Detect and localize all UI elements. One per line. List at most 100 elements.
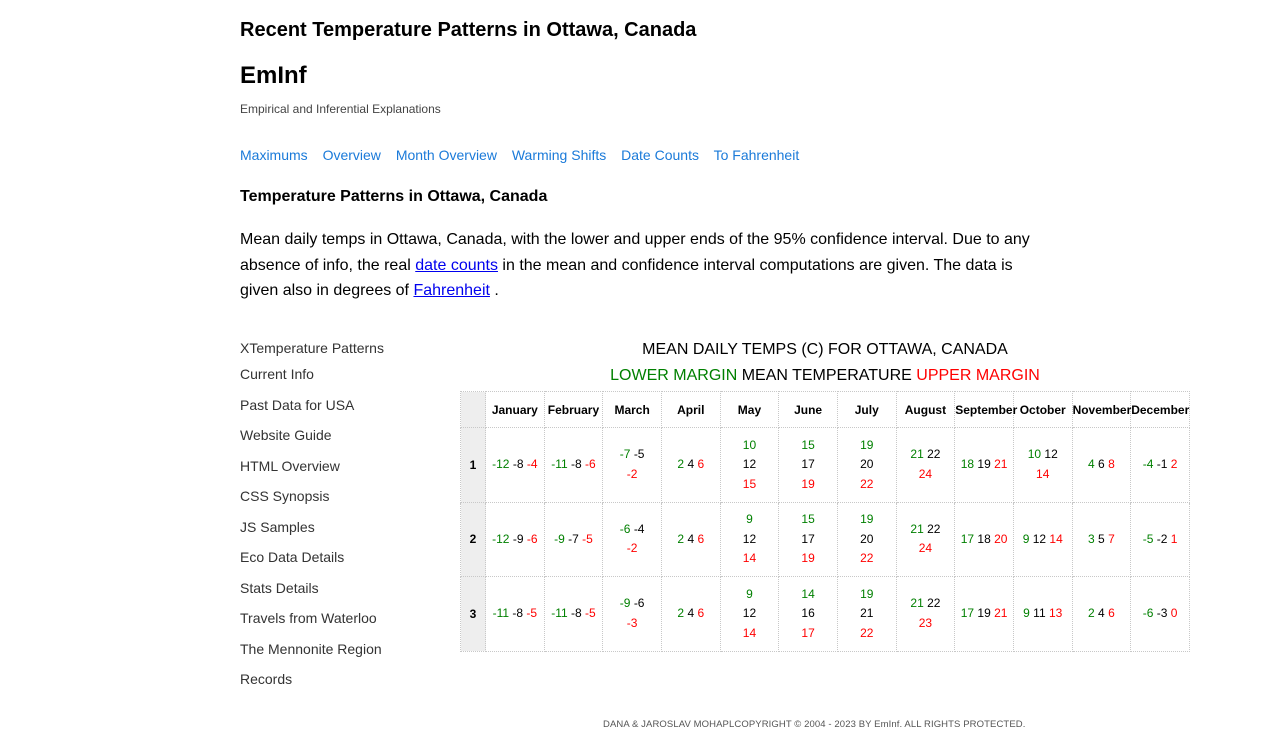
mean-temp-value: -8 [512, 606, 524, 620]
lower-margin-value: 4 [1088, 457, 1095, 471]
intro-text-3: . [489, 282, 499, 299]
month-header: February [543, 391, 604, 428]
sidebar-item-website-guide[interactable]: Website Guide [240, 427, 332, 443]
lower-margin-value: -7 [619, 447, 631, 462]
mean-temp-value: -3 [1156, 606, 1168, 620]
nav-link-maximums[interactable]: Maximums [240, 147, 308, 163]
mean-temp-value: 18 [977, 531, 991, 546]
sidebar-item-current-info[interactable]: Current Info [240, 366, 314, 382]
mean-temp-value: 12 [742, 457, 757, 471]
temp-cell: 15 17 19 [778, 427, 838, 503]
mean-temp-value: -9 [512, 531, 524, 546]
temp-cell: 9 12 14 [719, 576, 780, 652]
temp-cell: 21 22 24 [895, 427, 956, 503]
lower-margin-value: 21 [910, 521, 924, 536]
sidebar-item-temperature-patterns[interactable]: XTemperature Patterns [240, 340, 384, 356]
upper-margin-value: 7 [1108, 531, 1115, 546]
lower-margin-value: 18 [960, 457, 975, 471]
temp-cell: 21 22 24 [895, 501, 956, 577]
table-legend: LOWER MARGIN MEAN TEMPERATURE UPPER MARG… [460, 367, 1190, 385]
nav-link-to-fahrenheit[interactable]: To Fahrenheit [713, 147, 800, 163]
mean-temp-value: 19 [977, 606, 991, 620]
mean-temp-value: 21 [860, 606, 874, 620]
upper-margin-value: -5 [582, 531, 593, 546]
temp-cell: 15 17 19 [778, 501, 838, 577]
top-nav: Maximums Overview Month Overview Warming… [240, 147, 810, 163]
table-body: 1 -12 -8 -4 -11 -8 -6 -7 -5 -2 2 4 6 10 12 15 15 1… [460, 427, 1190, 652]
mean-temp-value: 4 [687, 606, 695, 620]
temp-cell: 10 12 14 [1012, 427, 1073, 503]
sidebar-item-stats-details[interactable]: Stats Details [240, 579, 319, 596]
temp-cell: 9 12 14 [1012, 501, 1073, 577]
temp-cell: -11 -8 -5 [485, 576, 545, 652]
upper-margin-value: 15 [742, 476, 757, 491]
nav-link-month-overview[interactable]: Month Overview [395, 147, 497, 163]
lower-margin-value: 17 [960, 531, 975, 546]
nav-link-overview[interactable]: Overview [322, 147, 381, 163]
lower-margin-value: -9 [554, 531, 565, 546]
temperature-table: January February March April May June July Augu… [460, 391, 1190, 652]
mean-temp-value: -2 [1156, 531, 1168, 546]
month-header: September [954, 391, 1017, 428]
upper-margin-value: 22 [860, 625, 874, 640]
lower-margin-value: 19 [860, 586, 874, 601]
sidebar-item-eco-data-details[interactable]: Eco Data Details [240, 549, 345, 565]
upper-margin-value: 20 [994, 531, 1008, 546]
upper-margin-value: 14 [742, 551, 757, 565]
intro-paragraph: Mean daily temps in Ottawa, Canada, with… [240, 227, 1040, 304]
lower-margin-value: 14 [801, 586, 815, 601]
lower-margin-value: 9 [1023, 606, 1030, 620]
upper-margin-value: 6 [697, 457, 705, 471]
upper-margin-value: 14 [1036, 466, 1050, 481]
sidebar-item-js-samples[interactable]: JS Samples [240, 518, 315, 535]
month-header: January [485, 391, 545, 428]
sidebar-item-past-data-usa[interactable]: Past Data for USA [240, 396, 355, 413]
lower-margin-value: 9 [746, 512, 753, 526]
lower-margin-value: -11 [551, 457, 568, 471]
upper-margin-value: 6 [697, 606, 705, 620]
month-header: April [660, 391, 721, 428]
sidebar-item-travels-from-waterloo[interactable]: Travels from Waterloo [240, 610, 377, 626]
site-tagline: Empirical and Inferential Explanations [240, 102, 441, 116]
legend-mean-temperature: MEAN TEMPERATURE [741, 367, 912, 384]
temp-cell: -12 -9 -6 [485, 501, 545, 577]
temp-cell: 2 4 6 [660, 427, 721, 503]
temp-cell: -11 -8 -6 [543, 427, 604, 503]
nav-link-date-counts[interactable]: Date Counts [621, 147, 699, 163]
table-header-row: January February March April May June July Augu… [460, 391, 1190, 428]
sidebar-item-records[interactable]: Records [240, 671, 293, 687]
mean-temp-value: -6 [633, 596, 645, 611]
upper-margin-value: 24 [918, 541, 933, 556]
lower-margin-value: 3 [1088, 531, 1095, 546]
mean-temp-value: 17 [801, 531, 815, 546]
upper-margin-value: -4 [526, 457, 538, 471]
mean-temp-value: 17 [801, 457, 815, 471]
lower-margin-value: 2 [677, 531, 685, 546]
upper-margin-value: 13 [1048, 606, 1063, 620]
temp-cell: -6 -4 -2 [602, 501, 662, 577]
temp-cell: 2 4 6 [1071, 576, 1132, 652]
temp-cell: 14 16 17 [778, 576, 838, 652]
fahrenheit-link[interactable]: Fahrenheit [413, 282, 490, 299]
lower-margin-value: -6 [619, 521, 631, 536]
sidebar-item-mennonite-region[interactable]: The Mennonite Region [240, 640, 382, 657]
temp-cell: -7 -5 -2 [602, 427, 662, 503]
mean-temp-value: 11 [1033, 606, 1046, 620]
sidebar-item-html-overview[interactable]: HTML Overview [240, 457, 340, 474]
section-title: Temperature Patterns in Ottawa, Canada [240, 188, 548, 205]
lower-margin-value: -4 [1142, 457, 1154, 471]
nav-link-warming-shifts[interactable]: Warming Shifts [511, 147, 607, 163]
table-row: 2 -12 -9 -6 -9 -7 -5 -6 -4 -2 2 4 6 9 12 14 15 17 1… [460, 501, 1190, 577]
upper-margin-value: 17 [801, 625, 815, 640]
lower-margin-value: 19 [860, 512, 874, 526]
sidebar-item-css-synopsis[interactable]: CSS Synopsis [240, 488, 330, 504]
mean-temp-value: -4 [633, 521, 645, 536]
month-header: December [1130, 391, 1190, 428]
mean-temp-value: 5 [1098, 531, 1105, 546]
date-counts-link[interactable]: date counts [415, 256, 498, 274]
lower-margin-value: 19 [860, 437, 874, 452]
temp-cell: 4 6 8 [1071, 427, 1132, 503]
lower-margin-value: -6 [1142, 606, 1154, 620]
temp-cell: 3 5 7 [1071, 501, 1132, 577]
table-row: 3 -11 -8 -5 -11 -8 -5 -9 -6 -3 2 4 6 9 12 14 14 16… [460, 576, 1190, 652]
